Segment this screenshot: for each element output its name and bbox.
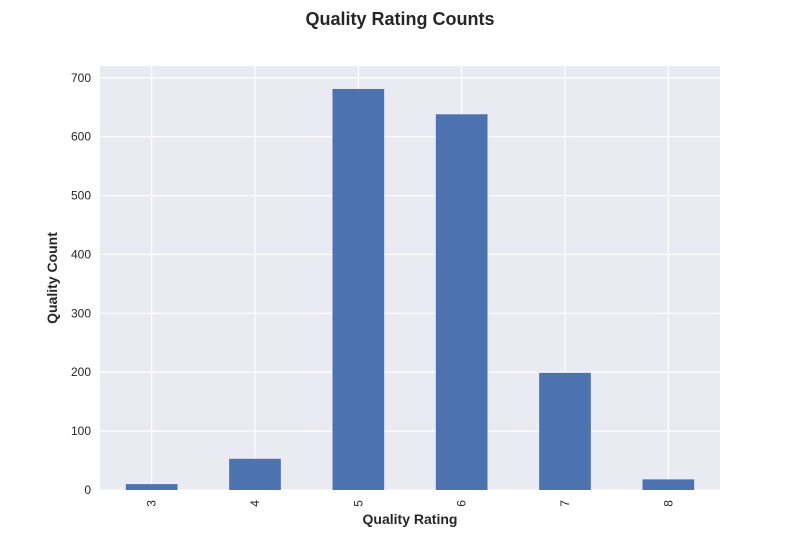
x-axis-label: Quality Rating [363,511,458,527]
y-tick-label: 600 [71,130,91,144]
bar-4 [229,458,281,490]
y-tick-label: 300 [71,306,91,320]
plot-area [100,66,720,490]
x-tick-label: 8 [661,500,675,507]
y-tick-label: 0 [84,483,91,497]
y-tick-label: 400 [71,247,91,261]
y-tick-label: 100 [71,424,91,438]
bars [125,88,695,491]
bar-6 [435,114,488,491]
x-tick-label: 3 [145,500,159,507]
chart-title: Quality Rating Counts [306,9,495,29]
x-tick-label: 6 [455,500,469,507]
y-axis-ticks: 0 100 200 300 400 500 600 700 [71,71,91,497]
y-tick-label: 700 [71,71,91,85]
bar-3 [125,484,178,490]
bar-8 [642,479,695,490]
bar-5 [332,88,385,490]
bar-7 [539,372,591,490]
x-tick-label: 7 [558,500,572,507]
y-axis-label: Quality Count [44,232,60,324]
y-tick-label: 200 [71,365,91,379]
x-axis-ticks: 3 4 5 6 7 8 [145,500,676,507]
x-tick-label: 4 [248,500,262,507]
y-tick-label: 500 [71,189,91,203]
x-tick-label: 5 [351,500,365,507]
